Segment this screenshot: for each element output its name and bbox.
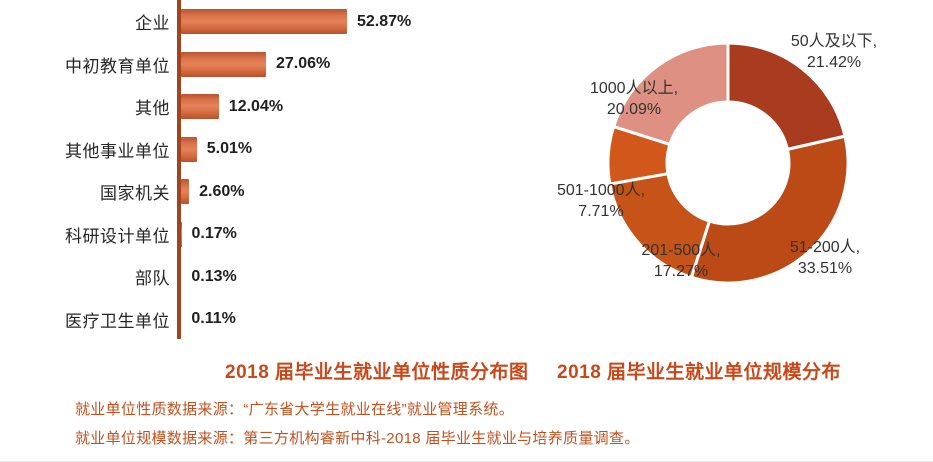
bar-category-label: 国家机关 bbox=[0, 179, 170, 204]
bar-category-label: 科研设计单位 bbox=[0, 222, 170, 247]
bar-category-label: 中初教育单位 bbox=[0, 52, 170, 77]
bar-category-label: 部队 bbox=[0, 264, 170, 289]
bar-chart-title: 2018 届毕业生就业单位性质分布图 bbox=[225, 357, 529, 384]
bar-row: 企业 52.87% bbox=[0, 9, 480, 34]
bar-chart-axis-line bbox=[177, 0, 181, 339]
bar-row: 部队 0.13% bbox=[0, 264, 480, 289]
bar-value-label: 2.60% bbox=[199, 183, 244, 201]
donut-slice-1 bbox=[691, 136, 848, 283]
bar-value-label: 0.11% bbox=[191, 310, 235, 328]
bar-row: 其他 12.04% bbox=[0, 94, 480, 119]
bar-value-label: 0.13% bbox=[191, 268, 236, 286]
donut-slice-0 bbox=[728, 43, 845, 149]
bar-value-label: 0.17% bbox=[192, 225, 237, 243]
bar-category-label: 其他事业单位 bbox=[0, 137, 170, 162]
bar-value-label: 27.06% bbox=[276, 55, 330, 73]
footnote-scale-data-source: 就业单位规模数据来源：第三方机构睿新中科-2018 届毕业生就业与培养质量调查。 bbox=[75, 427, 640, 448]
bar-row: 中初教育单位 27.06% bbox=[0, 52, 480, 77]
bar-row: 其他事业单位 5.01% bbox=[0, 137, 480, 162]
donut-slice-2 bbox=[610, 174, 710, 278]
bar-segment bbox=[181, 179, 189, 204]
bar-value-label: 52.87% bbox=[357, 13, 411, 31]
bar-row: 国家机关 2.60% bbox=[0, 179, 480, 204]
donut-slice-4 bbox=[614, 43, 728, 144]
bar-value-label: 12.04% bbox=[229, 98, 283, 116]
bar-segment bbox=[181, 222, 182, 247]
bar-category-label: 企业 bbox=[0, 9, 170, 34]
bar-row: 医疗卫生单位 0.11% bbox=[0, 307, 480, 332]
bar-category-label: 其他 bbox=[0, 94, 170, 119]
bar-chart-type-distribution: 企业 52.87% 中初教育单位 27.06% 其他 12.04% 其他事业单位 5.01% 国… bbox=[0, 0, 483, 345]
donut-chart-title: 2018 届毕业生就业单位规模分布 bbox=[557, 357, 841, 384]
bar-segment bbox=[181, 94, 219, 119]
bar-segment bbox=[181, 9, 347, 34]
footnote-type-data-source: 就业单位性质数据来源：“广东省大学生就业在线”就业管理系统。 bbox=[75, 398, 514, 419]
donut-chart-scale-distribution bbox=[483, 0, 933, 350]
bar-segment bbox=[181, 52, 266, 77]
bar-row: 科研设计单位 0.17% bbox=[0, 222, 480, 247]
bar-value-label: 5.01% bbox=[207, 140, 252, 158]
bar-segment bbox=[181, 137, 197, 162]
bar-category-label: 医疗卫生单位 bbox=[0, 307, 170, 332]
